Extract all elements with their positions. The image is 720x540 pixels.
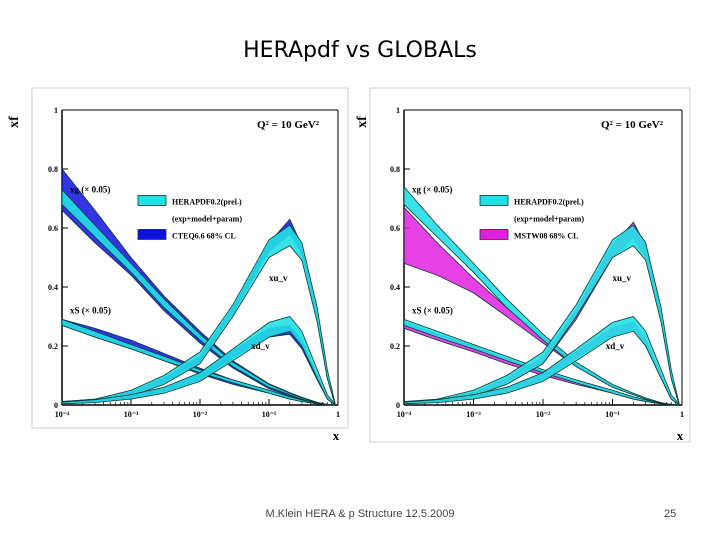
y-axis-label: xf — [355, 116, 370, 128]
y-tick-label: 0.8 — [48, 165, 58, 174]
x-tick-label: 10⁻² — [193, 410, 208, 419]
legend-label: HERAPDF0.2(prel.) — [172, 197, 242, 206]
y-tick-label: 0.4 — [390, 283, 400, 292]
x-tick-label: 1 — [336, 410, 340, 419]
legend-label: CTEQ6.6 68% CL — [172, 231, 236, 240]
y-tick-label: 0.8 — [390, 165, 400, 174]
slide-title: HERApdf vs GLOBALs — [243, 38, 477, 63]
y-tick-label: 0.4 — [48, 283, 58, 292]
x-tick-label: 1 — [680, 410, 684, 419]
gluon-label: xg (× 0.05) — [70, 185, 110, 195]
page-number: 25 — [664, 508, 677, 520]
pdf-band — [61, 316, 336, 406]
x-tick-label: 10⁻⁴ — [397, 410, 412, 419]
pdf-band — [403, 316, 680, 406]
slide-footer: M.Klein HERA & p Structure 12.5.2009 — [265, 508, 455, 520]
panel-frame — [31, 87, 349, 429]
y-tick-label: 0.6 — [390, 224, 400, 233]
y-tick-label: 0.6 — [48, 224, 58, 233]
x-tick-label: 10⁻² — [536, 410, 551, 419]
legend-label: HERAPDF0.2(prel.) — [514, 197, 584, 206]
gluon-label: xg (× 0.05) — [412, 185, 452, 195]
legend-swatch-hera — [137, 195, 167, 206]
legend-label: (exp+model+param) — [172, 214, 242, 223]
plot-title: Q² = 10 GeV² — [257, 119, 320, 131]
xuv-label: xu_v — [613, 273, 632, 283]
legend-label: MSTW08 68% CL — [514, 231, 578, 240]
xdv-label: xd_v — [606, 341, 625, 351]
y-axis-label: xf — [7, 116, 22, 128]
y-tick-label: 1 — [396, 106, 400, 115]
legend-swatch-global — [479, 229, 509, 240]
y-tick-label: 1 — [54, 106, 58, 115]
y-tick-label: 0.2 — [390, 342, 400, 351]
legend-swatch-hera — [479, 195, 509, 206]
sea-label: xS (× 0.05) — [70, 306, 111, 316]
legend-swatch-global — [137, 229, 167, 240]
x-tick-label: 10⁻¹ — [605, 410, 620, 419]
x-tick-label: 10⁻³ — [124, 410, 139, 419]
y-tick-label: 0 — [54, 401, 58, 410]
plot-title: Q² = 10 GeV² — [601, 119, 664, 131]
panel-frame — [369, 87, 691, 443]
x-tick-label: 10⁻³ — [466, 410, 481, 419]
x-tick-label: 10⁻⁴ — [55, 410, 70, 419]
y-tick-label: 0 — [396, 401, 400, 410]
y-tick-label: 0.2 — [48, 342, 58, 351]
x-axis-label: x — [677, 428, 684, 443]
xuv-label: xu_v — [269, 273, 288, 283]
x-axis-label: x — [333, 428, 340, 443]
legend-label: (exp+model+param) — [514, 214, 584, 223]
x-tick-label: 10⁻¹ — [262, 410, 277, 419]
xdv-label: xd_v — [251, 341, 270, 351]
sea-label: xS (× 0.05) — [412, 306, 453, 316]
